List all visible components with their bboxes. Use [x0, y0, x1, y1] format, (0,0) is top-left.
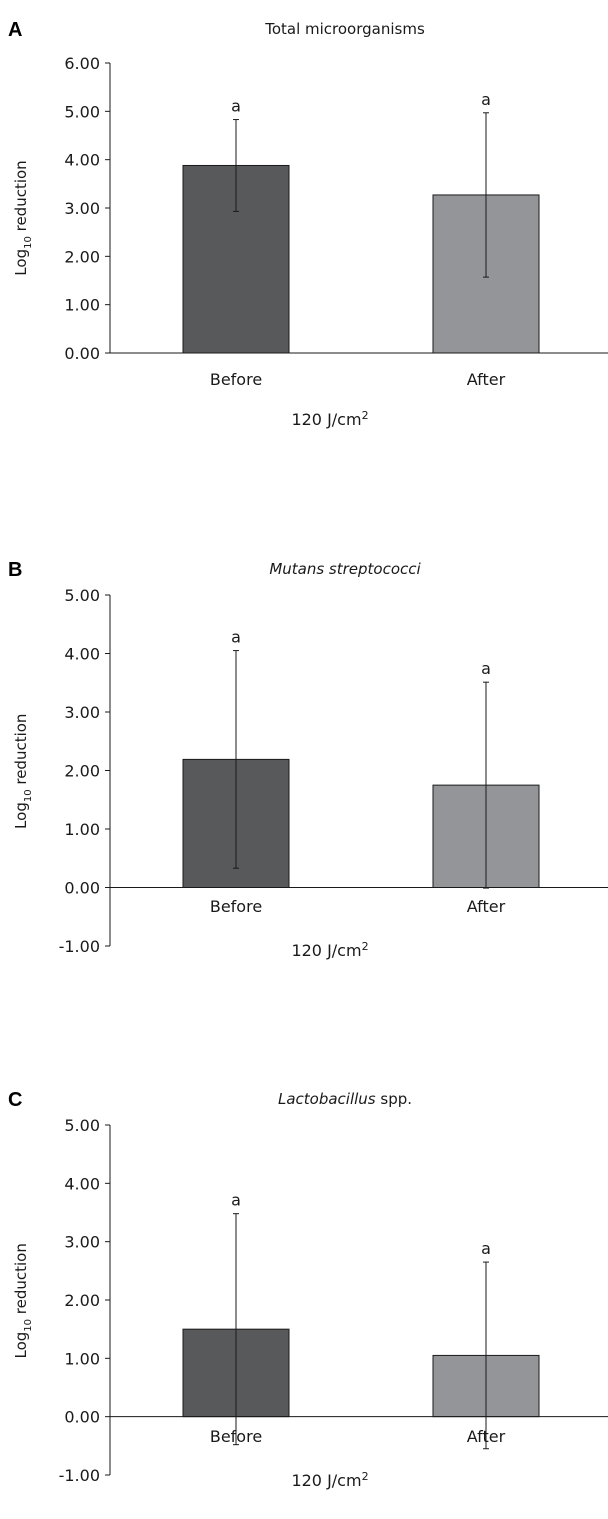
x-axis-label-main: 120 J/cm [291, 410, 361, 429]
chart-panel-c: C Lactobacillus spp. -1.00 0.00 1.00 2.00 3.00… [8, 1089, 608, 1490]
chart-title: Mutans streptococci [269, 560, 421, 578]
x-tick-label: Before [210, 370, 262, 389]
y-axis-label: Log10 reduction [12, 1243, 34, 1358]
chart-title-main: Lactobacillus [278, 1090, 376, 1108]
y-tick-label: 0.00 [64, 879, 100, 898]
panel-label: C [8, 1089, 22, 1111]
y-tick-label: 6.00 [64, 54, 100, 73]
significance-label: a [231, 97, 241, 116]
significance-label: a [231, 628, 241, 647]
x-tick-label: After [467, 370, 506, 389]
y-axis-label-main: Log [12, 802, 30, 829]
x-axis-label-sup: 2 [362, 409, 369, 422]
y-axis-label-sub: 10 [23, 1319, 34, 1332]
y-tick-label: 5.00 [64, 102, 100, 121]
y-tick-label: 1.00 [64, 1349, 100, 1368]
x-tick-label: After [467, 1427, 506, 1446]
x-tick-label: Before [210, 897, 262, 916]
x-axis-label: 120 J/cm2 [291, 940, 368, 960]
chart-title-suffix: spp. [376, 1090, 412, 1108]
panel-label: B [8, 559, 22, 581]
x-axis-label-sup: 2 [362, 1470, 369, 1483]
y-axis-label: Log10 reduction [12, 160, 34, 275]
y-axis-label-rest: reduction [12, 714, 30, 790]
panel-label: A [8, 19, 22, 41]
y-axis-label-sub: 10 [23, 236, 34, 249]
y-tick-label: 2.00 [64, 247, 100, 266]
y-axis-label-main: Log [12, 1332, 30, 1359]
x-axis-label-main: 120 J/cm [291, 1471, 361, 1490]
chart-title: Total microorganisms [264, 20, 425, 38]
y-tick-label: 3.00 [64, 199, 100, 218]
y-tick-label: 5.00 [64, 1116, 100, 1135]
y-tick-label: 0.00 [64, 1408, 100, 1427]
y-tick-label: 4.00 [64, 151, 100, 170]
y-axis-label-rest: reduction [12, 1243, 30, 1319]
x-tick-label: Before [210, 1427, 262, 1446]
x-axis-label-sup: 2 [362, 940, 369, 953]
y-axis-label-rest: reduction [12, 160, 30, 236]
y-tick-label: 0.00 [64, 344, 100, 363]
y-tick-label: 4.00 [64, 1174, 100, 1193]
y-tick-label: 5.00 [64, 586, 100, 605]
y-tick-label: 3.00 [64, 703, 100, 722]
y-tick-label: -1.00 [59, 1466, 100, 1485]
y-tick-label: 1.00 [64, 820, 100, 839]
y-axis-label: Log10 reduction [12, 714, 34, 829]
chart-panel-a: A Total microorganisms 0.00 1.00 2.00 3.00 4.0… [8, 19, 608, 429]
chart-title-main: Mutans streptococci [269, 560, 421, 578]
chart-title: Lactobacillus spp. [278, 1090, 412, 1108]
y-tick-label: 2.00 [64, 762, 100, 781]
y-axis-label-sub: 10 [23, 789, 34, 802]
significance-label: a [231, 1191, 241, 1210]
x-axis-label: 120 J/cm2 [291, 409, 368, 429]
significance-label: a [481, 1239, 491, 1258]
x-tick-label: After [467, 897, 506, 916]
y-tick-label: -1.00 [59, 937, 100, 956]
x-axis-label: 120 J/cm2 [291, 1470, 368, 1490]
x-axis-label-main: 120 J/cm [291, 941, 361, 960]
significance-label: a [481, 90, 491, 109]
y-tick-label: 3.00 [64, 1233, 100, 1252]
y-axis-label-main: Log [12, 249, 30, 276]
chart-panel-b: B Mutans streptococci -1.00 0.00 1.00 2.00 3.0… [8, 559, 608, 960]
significance-label: a [481, 659, 491, 678]
y-tick-label: 2.00 [64, 1291, 100, 1310]
y-tick-label: 4.00 [64, 645, 100, 664]
chart-title-main: Total microorganisms [264, 20, 425, 38]
y-tick-label: 1.00 [64, 296, 100, 315]
